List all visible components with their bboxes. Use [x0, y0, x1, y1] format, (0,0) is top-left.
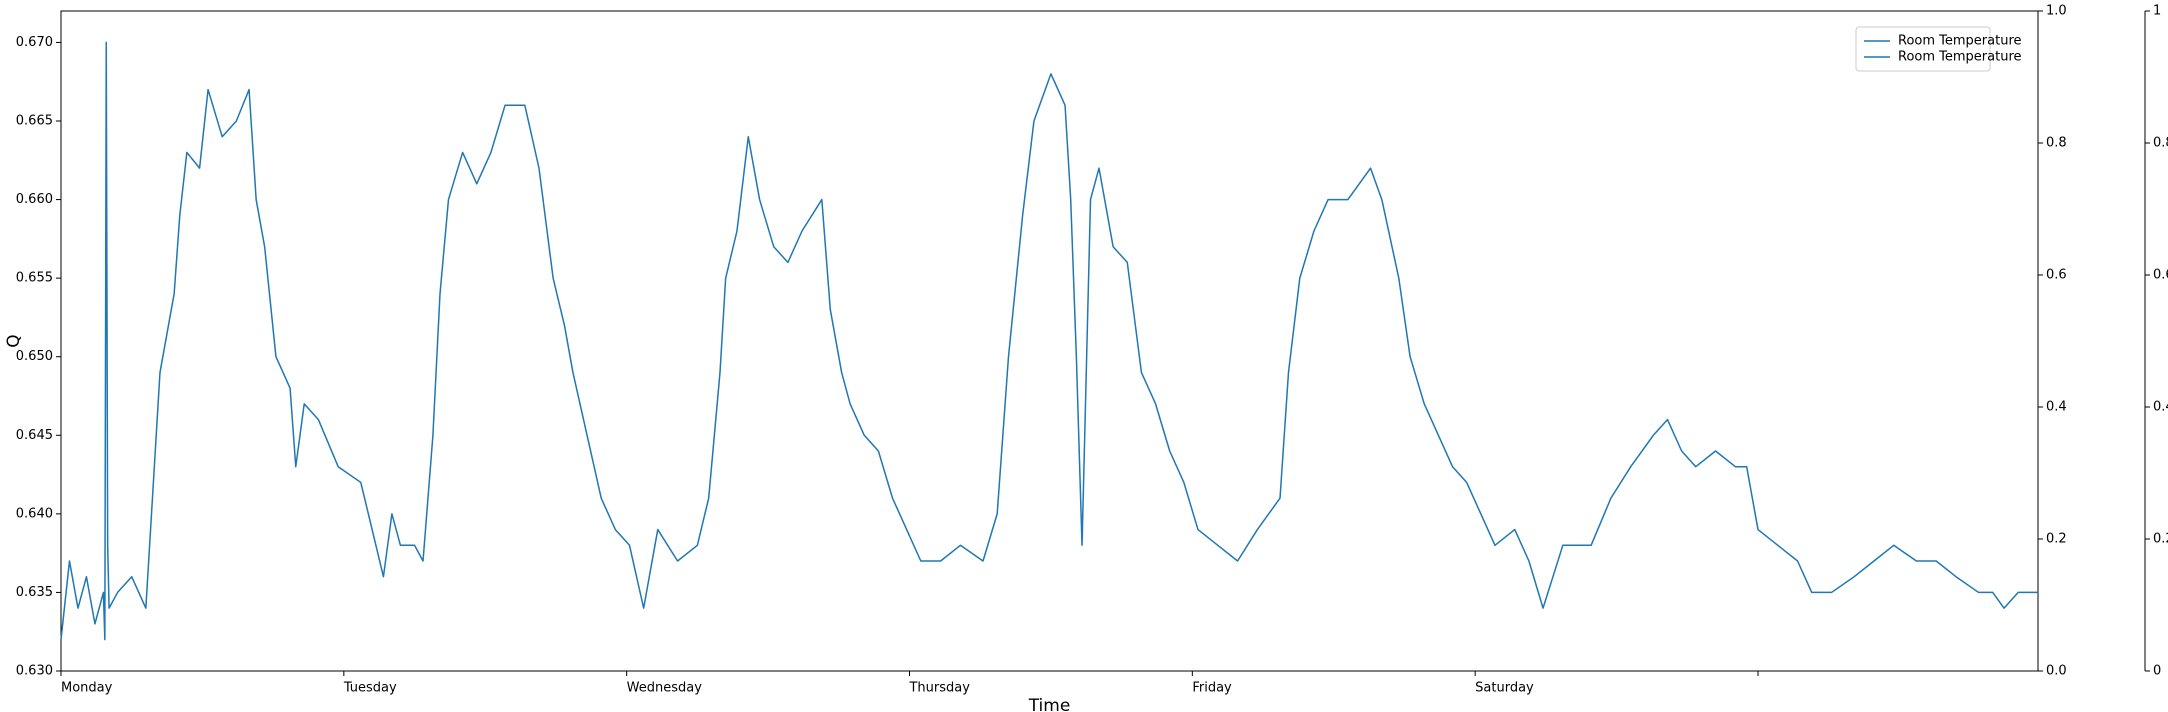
y2-tick-label: 0.0 — [2046, 664, 2067, 679]
y3-tick-label: 0.6 — [2153, 268, 2168, 283]
y2-tick-label: 1.0 — [2046, 4, 2067, 19]
y-tick-label: 0.635 — [16, 585, 53, 600]
y-tick-label: 0.630 — [16, 664, 53, 679]
y2-tick-label: 0.2 — [2046, 532, 2067, 547]
y-tick-label: 0.640 — [16, 506, 53, 521]
y-tick-label: 0.670 — [16, 35, 53, 50]
y-tick-label: 0.650 — [16, 349, 53, 364]
y-tick-label: 0.645 — [16, 428, 53, 443]
x-axis-title: Time — [1028, 696, 1071, 712]
data-line — [60, 41, 2038, 641]
y-tick-label: 0.660 — [16, 192, 53, 207]
y3-tick-label: 0 — [2153, 664, 2161, 679]
y2-tick-label: 0.4 — [2046, 400, 2067, 415]
x-tick-label: Wednesday — [627, 681, 703, 696]
x-tick-label: Friday — [1192, 681, 1232, 696]
legend-label: Room Temperature — [1898, 50, 2022, 65]
y3-tick-label: 1 — [2153, 4, 2161, 19]
x-tick-label: Saturday — [1475, 681, 1534, 696]
legend-label: Room Temperature — [1898, 34, 2022, 49]
y-tick-label: 0.665 — [16, 114, 53, 129]
x-tick-label: Tuesday — [343, 681, 397, 696]
y3-tick-label: 0.8 — [2153, 136, 2168, 151]
legend-box — [1855, 26, 1991, 72]
y2-tick-label: 0.6 — [2046, 268, 2067, 283]
x-tick-label: Thursday — [908, 681, 970, 696]
plot-frame — [60, 10, 2039, 672]
x-tick-label: Monday — [61, 681, 113, 696]
y3-tick-label: 0.4 — [2153, 400, 2168, 415]
y2-tick-label: 0.8 — [2046, 136, 2067, 151]
y3-tick-label: 0.2 — [2153, 532, 2168, 547]
y-axis-title: Q — [4, 334, 24, 347]
y-tick-label: 0.655 — [16, 271, 53, 286]
